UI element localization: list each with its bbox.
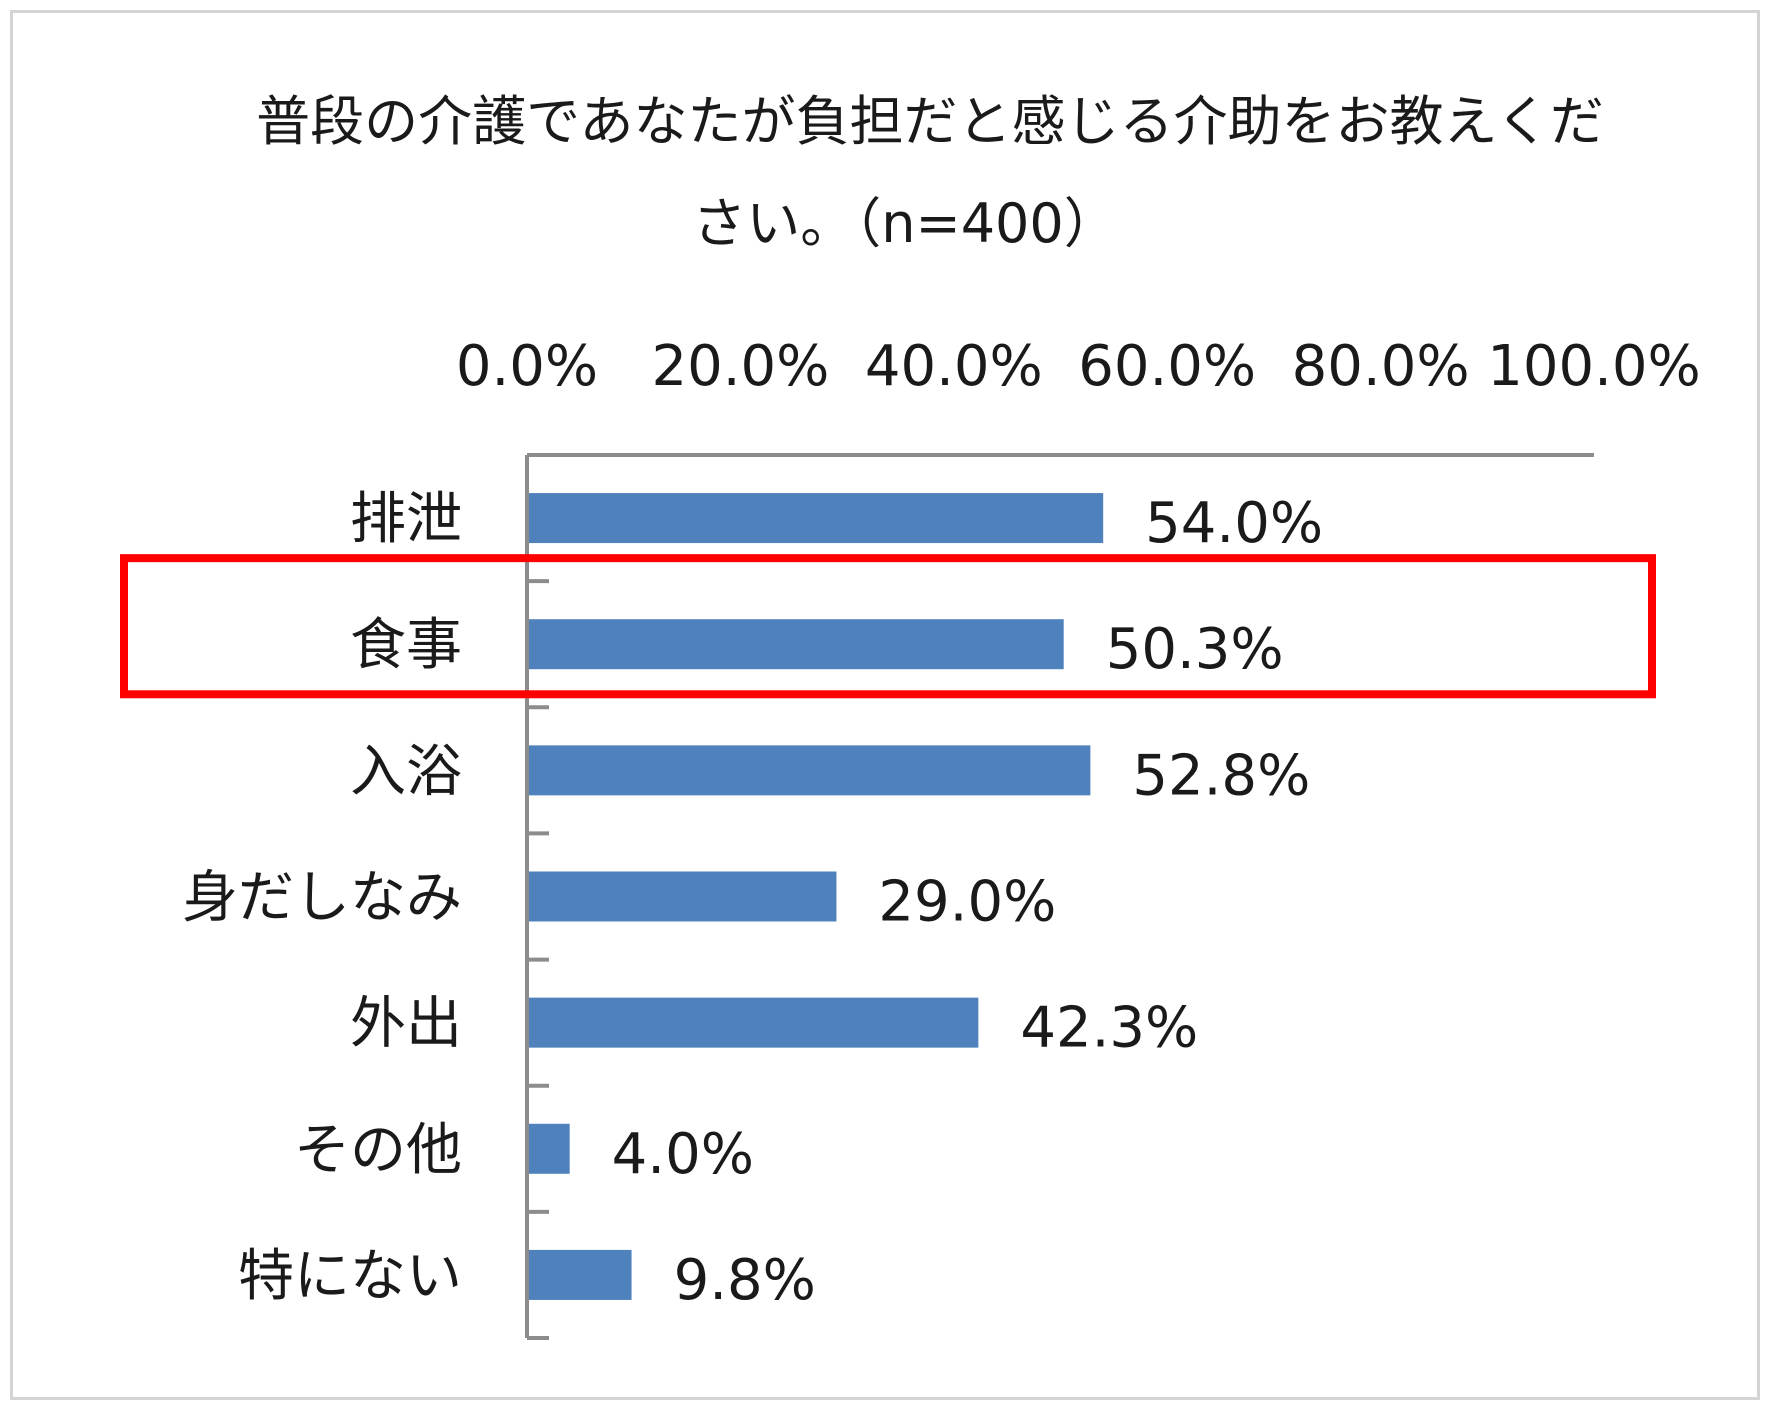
data-labels: 54.0% 50.3% 52.8% 29.0% 42.3% 4.0% 9.8% [612,491,1323,1313]
category-label: その他 [294,1118,462,1183]
x-tick-label: 100.0% [1487,334,1701,399]
data-label: 50.3% [1106,617,1284,682]
category-label: 入浴 [350,739,462,804]
x-tick-label: 60.0% [1078,334,1256,399]
bar [529,493,1104,544]
data-label: 54.0% [1145,491,1323,556]
x-tick-label: 20.0% [651,334,829,399]
bars [529,493,1104,1300]
data-label: 4.0% [612,1122,754,1187]
chart-title-line-2: さい。（n=400） [692,192,1118,255]
data-label: 52.8% [1132,743,1310,808]
category-label: 外出 [350,992,462,1057]
bar [529,745,1091,796]
category-label: 特にない [238,1244,462,1309]
x-tick-label: 40.0% [865,334,1043,399]
x-axis-tick-labels: 0.0% 20.0% 40.0% 60.0% 80.0% 100.0% [456,334,1701,399]
data-label: 42.3% [1020,996,1198,1061]
highlight-box-group [120,554,1656,699]
bar [529,1123,570,1174]
x-tick-label: 80.0% [1292,334,1470,399]
axes [525,453,1594,1340]
highlight-box [120,554,1656,699]
bar [529,619,1064,670]
chart-frame [10,10,1760,1400]
bar [529,871,837,922]
x-tick-label: 0.0% [456,334,598,399]
chart-title-line-1: 普段の介護であなたが負担だと感じる介助をお教えくだ [256,90,1604,153]
data-label: 9.8% [674,1248,816,1313]
data-label: 29.0% [878,870,1056,935]
category-label: 排泄 [350,487,462,552]
bar [529,997,979,1048]
bar [529,1249,632,1300]
category-label: 食事 [350,613,462,678]
category-label: 身だしなみ [182,866,462,931]
